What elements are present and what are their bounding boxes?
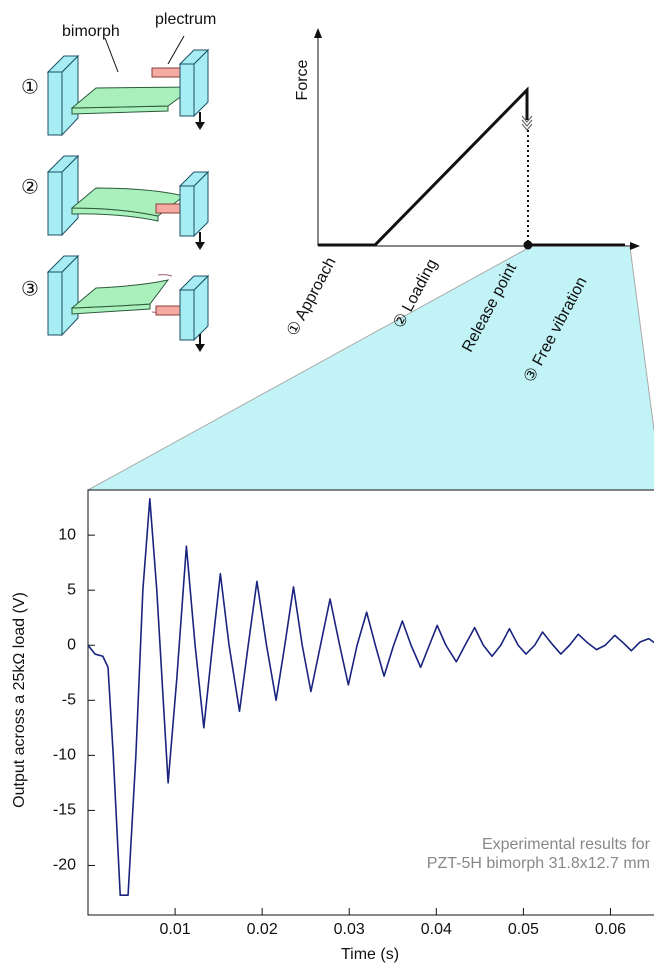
pointer [104,37,119,73]
stage-2 [46,154,210,250]
stage-1 [46,48,210,137]
zoom-edge [629,246,654,431]
signal-line [87,498,654,896]
x-tick-label: 0.02 [247,921,278,938]
y-tick-label: -20 [53,857,76,874]
pointer [167,35,185,65]
step-number: ③ [21,278,39,300]
x-tick-label: 0.01 [160,921,191,938]
stage-3 [46,254,210,352]
force-label: Force [294,59,311,100]
x-tick-label: 0.05 [508,921,539,938]
x-tick-label: 0.04 [421,921,452,938]
zoom-region [88,247,654,490]
y-tick-label: 0 [67,636,76,653]
y-tick-label: -10 [53,747,76,764]
x-axis-label: Time (s) [341,946,399,963]
plot-area [87,489,654,916]
x-tick-label: 0.03 [334,921,365,938]
y-tick-label: 5 [67,581,76,598]
y-tick-label: 10 [58,526,76,543]
force-plot [314,28,640,250]
annotation: Experimental results for [482,836,651,853]
phase-label: ① Approach [284,255,340,339]
x-tick-label: 0.06 [595,921,626,938]
annotation: PZT-5H bimorph 31.8x12.7 mm [427,855,650,872]
plectrum-label: plectrum [155,11,216,28]
zoom-edge [87,246,531,491]
step-number: ② [21,176,39,198]
bimorph-label: bimorph [62,23,120,40]
y-tick-label: -15 [53,802,76,819]
step-number: ① [21,76,39,98]
y-axis-label: Output across a 25kΩ load (V) [11,592,28,808]
y-tick-label: -5 [62,692,76,709]
